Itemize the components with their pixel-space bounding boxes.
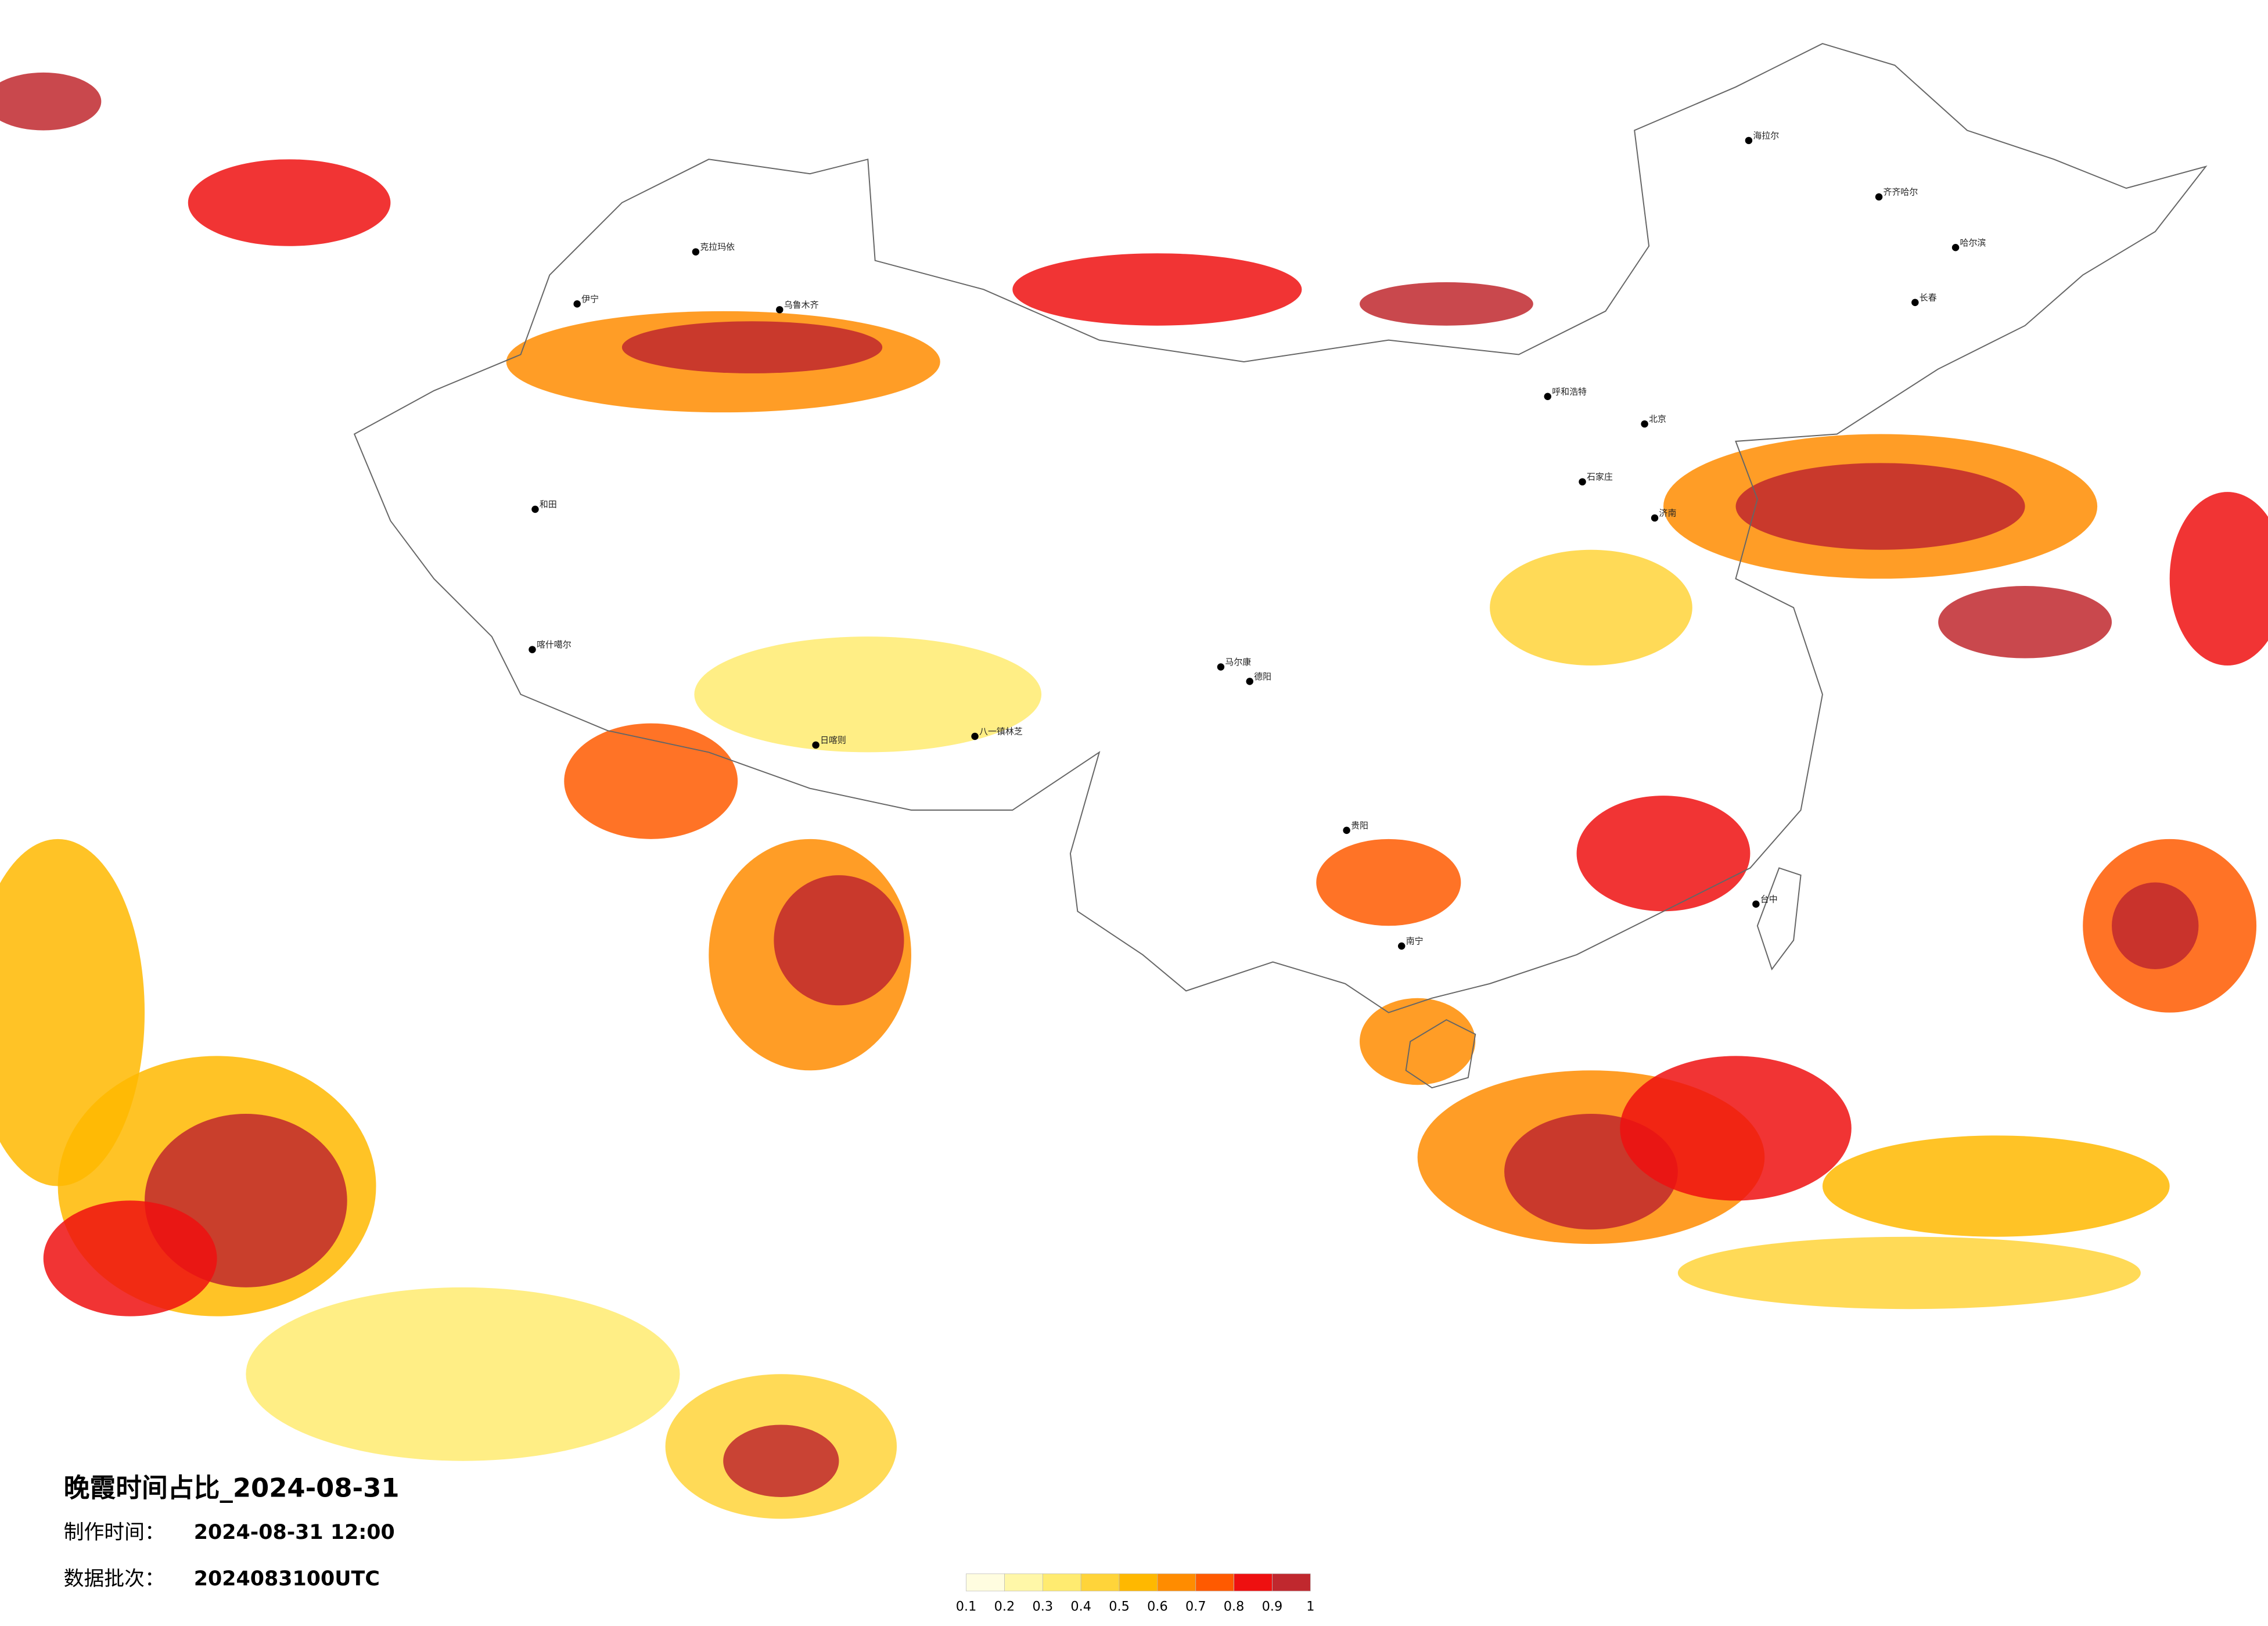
city-dot bbox=[971, 732, 979, 740]
city-label: 济南 bbox=[1659, 508, 1677, 518]
city-label: 呼和浩特 bbox=[1552, 386, 1587, 397]
city-label: 齐齐哈尔 bbox=[1884, 187, 1918, 197]
city-dot bbox=[776, 306, 783, 314]
city-dot bbox=[1398, 942, 1406, 950]
colorbar-tick-label: 0.1 bbox=[956, 1599, 977, 1614]
heat-blob bbox=[1735, 463, 2025, 550]
colorbar-swatch bbox=[1004, 1573, 1043, 1592]
city-dot bbox=[1246, 678, 1253, 685]
city-label: 南宁 bbox=[1406, 936, 1424, 947]
city-dot bbox=[1911, 298, 1919, 307]
heat-blob bbox=[1822, 1135, 2170, 1237]
city-dot bbox=[529, 646, 536, 653]
heat-blob bbox=[246, 1287, 680, 1461]
island-outline bbox=[1756, 867, 1802, 971]
colorbar: 0.1 0.2 0.3 0.4 0.5 0.6 0.7 0.8 0.9 1 bbox=[956, 1573, 1314, 1614]
heat-blob bbox=[1620, 1056, 1852, 1201]
heat-blob bbox=[621, 321, 883, 373]
city-label: 长春 bbox=[1920, 292, 1937, 303]
city-dot bbox=[1641, 420, 1648, 428]
city-dot bbox=[1544, 393, 1551, 400]
colorbar-tick-label: 0.8 bbox=[1224, 1599, 1245, 1614]
heat-blob bbox=[1576, 796, 1751, 912]
city-dot bbox=[573, 300, 581, 308]
heat-blob bbox=[188, 159, 391, 246]
colorbar-tick-label: 0.2 bbox=[994, 1599, 1015, 1614]
heat-blob bbox=[564, 723, 738, 839]
city-label: 日喀则 bbox=[820, 735, 846, 745]
city-dot bbox=[1752, 900, 1760, 908]
city-label: 北京 bbox=[1649, 414, 1666, 425]
heat-blob bbox=[1490, 549, 1692, 665]
colorbar-swatch bbox=[1272, 1573, 1311, 1592]
heat-blob bbox=[1360, 998, 1476, 1085]
colorbar-swatch bbox=[1119, 1573, 1158, 1592]
city-label: 石家庄 bbox=[1587, 472, 1613, 482]
heat-blob bbox=[0, 72, 102, 131]
city-label: 德阳 bbox=[1254, 671, 1271, 682]
city-dot bbox=[1951, 244, 1960, 251]
batch-label: 数据批次： bbox=[64, 1567, 165, 1591]
colorbar-swatch bbox=[1234, 1573, 1273, 1592]
city-dot bbox=[1217, 663, 1225, 671]
colorbar-swatch bbox=[1195, 1573, 1234, 1592]
city-label: 和田 bbox=[540, 499, 557, 510]
city-label: 台中 bbox=[1760, 894, 1778, 904]
colorbar-swatch bbox=[966, 1573, 1005, 1592]
city-label: 马尔康 bbox=[1225, 657, 1251, 667]
batch-value: 2024083100UTC bbox=[194, 1567, 380, 1591]
heat-blob bbox=[1360, 282, 1533, 326]
city-label: 贵阳 bbox=[1351, 820, 1368, 830]
city-dot bbox=[1343, 826, 1350, 834]
city-label: 伊宁 bbox=[581, 294, 599, 304]
city-dot bbox=[692, 248, 700, 256]
country-outline bbox=[353, 43, 2208, 1013]
city-dot bbox=[1875, 193, 1883, 201]
heat-blob bbox=[1938, 586, 2112, 659]
city-dot bbox=[531, 505, 539, 513]
city-label: 克拉玛依 bbox=[700, 242, 735, 252]
heat-blob bbox=[1677, 1236, 2141, 1310]
colorbar-tick-label: 0.3 bbox=[1033, 1599, 1054, 1614]
city-label: 八一镇林芝 bbox=[979, 726, 1023, 737]
heat-layer bbox=[0, 72, 2268, 1519]
city-dot bbox=[1579, 478, 1586, 485]
city-label: 喀什噶尔 bbox=[537, 639, 572, 650]
map-title: 晚霞时间占比_2024-08-31 bbox=[64, 1473, 400, 1503]
colorbar-tick-label: 0.4 bbox=[1070, 1599, 1091, 1614]
colorbar-swatch bbox=[1157, 1573, 1196, 1592]
colorbar-tick-label: 0.9 bbox=[1262, 1599, 1283, 1614]
island-outline bbox=[1405, 1019, 1476, 1089]
colorbar-swatch bbox=[1042, 1573, 1081, 1592]
heat-blob bbox=[43, 1200, 217, 1316]
colorbar-tick-label: 0.6 bbox=[1147, 1599, 1168, 1614]
production-label: 制作时间： bbox=[64, 1521, 165, 1544]
heat-blob bbox=[723, 1424, 839, 1497]
production-value: 2024-08-31 12:00 bbox=[194, 1521, 395, 1544]
heat-blob bbox=[2169, 492, 2268, 665]
heat-blob bbox=[0, 839, 145, 1186]
colorbar-tick-label: 0.5 bbox=[1109, 1599, 1130, 1614]
colorbar-tick-label: 0.7 bbox=[1185, 1599, 1206, 1614]
city-label: 海拉尔 bbox=[1753, 130, 1779, 141]
city-label: 乌鲁木齐 bbox=[784, 300, 819, 310]
heat-blob bbox=[1316, 839, 1461, 926]
city-label: 哈尔滨 bbox=[1960, 238, 1986, 248]
heat-blob bbox=[774, 875, 904, 1006]
heat-blob bbox=[694, 636, 1042, 753]
colorbar-swatch bbox=[1080, 1573, 1120, 1592]
city-dot bbox=[1651, 514, 1659, 522]
heat-blob bbox=[2112, 882, 2199, 969]
heat-blob bbox=[1012, 253, 1302, 326]
city-dot bbox=[812, 741, 820, 749]
colorbar-tick-label: 1 bbox=[1306, 1599, 1314, 1614]
city-dot bbox=[1745, 136, 1753, 145]
